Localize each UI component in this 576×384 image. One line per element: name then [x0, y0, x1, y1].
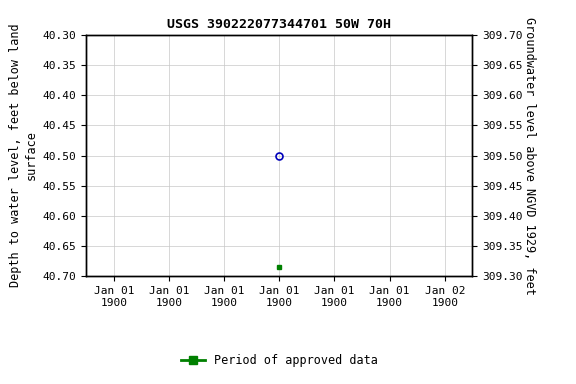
Y-axis label: Depth to water level, feet below land
surface: Depth to water level, feet below land su… [9, 24, 37, 287]
Legend: Period of approved data: Period of approved data [176, 350, 382, 372]
Title: USGS 390222077344701 50W 70H: USGS 390222077344701 50W 70H [168, 18, 391, 31]
Y-axis label: Groundwater level above NGVD 1929, feet: Groundwater level above NGVD 1929, feet [524, 17, 536, 295]
